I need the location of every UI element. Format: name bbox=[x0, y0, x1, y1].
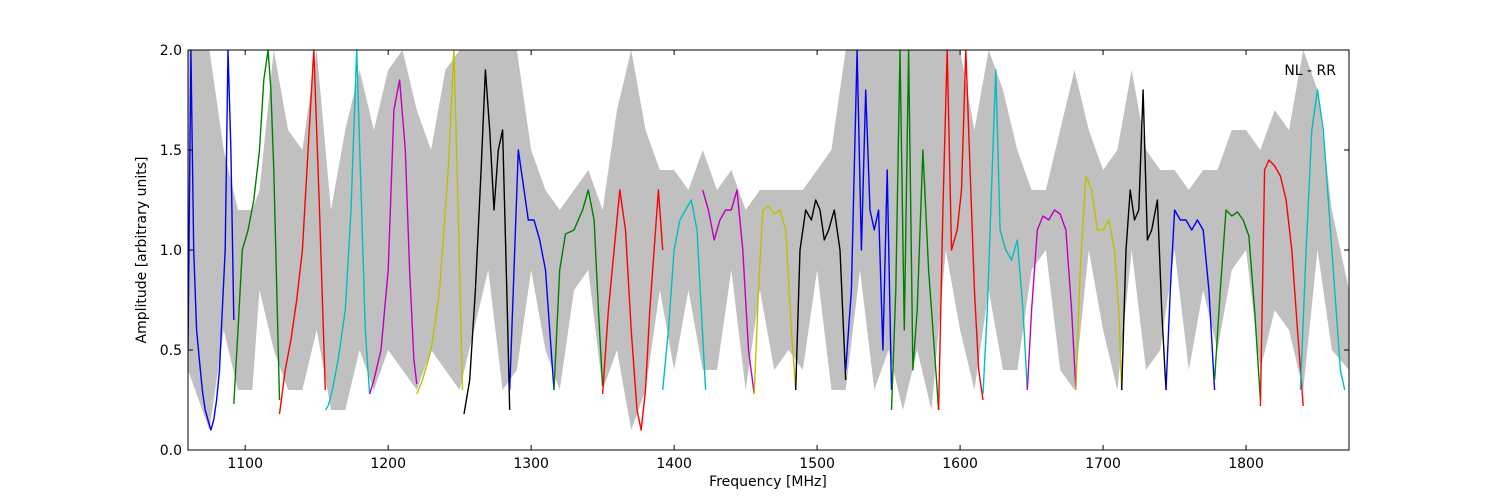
bandpass-series-group bbox=[188, 50, 1346, 431]
y-tick-label: 1.5 bbox=[160, 143, 182, 159]
y-axis: 0.0 0.5 1.0 1.5 2.0 bbox=[160, 43, 1349, 459]
series-line-23 bbox=[1213, 209, 1262, 401]
series-line-6 bbox=[416, 50, 464, 395]
series-line-2 bbox=[233, 50, 281, 405]
series-line-11 bbox=[662, 199, 707, 391]
y-tick-label: 0.0 bbox=[160, 443, 182, 459]
y-tick-label: 1.0 bbox=[160, 243, 182, 259]
series-line-19 bbox=[1026, 209, 1077, 391]
x-tick-label: 1300 bbox=[513, 456, 549, 472]
y-tick-label: 2.0 bbox=[160, 43, 182, 59]
series-line-13 bbox=[753, 205, 797, 395]
series-line-18 bbox=[982, 69, 1028, 395]
series-line-15 bbox=[845, 50, 893, 391]
series-line-9 bbox=[553, 189, 604, 391]
y-axis-title: Amplitude [arbitrary units] bbox=[134, 157, 150, 344]
series-line-25 bbox=[1299, 89, 1346, 391]
x-axis-title: Frequency [MHz] bbox=[709, 474, 827, 490]
x-tick-label: 1800 bbox=[1228, 456, 1264, 472]
series-line-5 bbox=[368, 79, 418, 395]
series-line-14 bbox=[795, 199, 847, 391]
series-line-12 bbox=[702, 189, 755, 395]
y-tick-label: 0.5 bbox=[160, 343, 182, 359]
x-tick-label: 1700 bbox=[1085, 456, 1121, 472]
series-line-8 bbox=[509, 149, 555, 391]
series-line-22 bbox=[1165, 209, 1216, 391]
x-axis: 1100 1200 1300 1400 1500 1600 1700 1800 bbox=[227, 50, 1264, 472]
series-line-21 bbox=[1121, 89, 1167, 391]
rfi-background-band bbox=[188, 50, 1349, 430]
series-line-7 bbox=[463, 69, 511, 415]
series-line-1 bbox=[188, 50, 235, 431]
series-line-4 bbox=[324, 50, 371, 411]
x-tick-label: 1600 bbox=[942, 456, 978, 472]
series-line-17 bbox=[937, 50, 984, 411]
annotation-label: NL - RR bbox=[1284, 63, 1336, 79]
series-line-16 bbox=[890, 50, 940, 411]
series-line-10 bbox=[601, 189, 664, 431]
series-line-3 bbox=[278, 50, 326, 415]
x-tick-label: 1400 bbox=[656, 456, 692, 472]
x-tick-label: 1100 bbox=[227, 456, 263, 472]
background-band-area bbox=[188, 50, 1349, 430]
x-tick-label: 1500 bbox=[799, 456, 835, 472]
series-line-24 bbox=[1259, 159, 1304, 407]
series-line-20 bbox=[1075, 175, 1123, 391]
x-tick-label: 1200 bbox=[370, 456, 406, 472]
